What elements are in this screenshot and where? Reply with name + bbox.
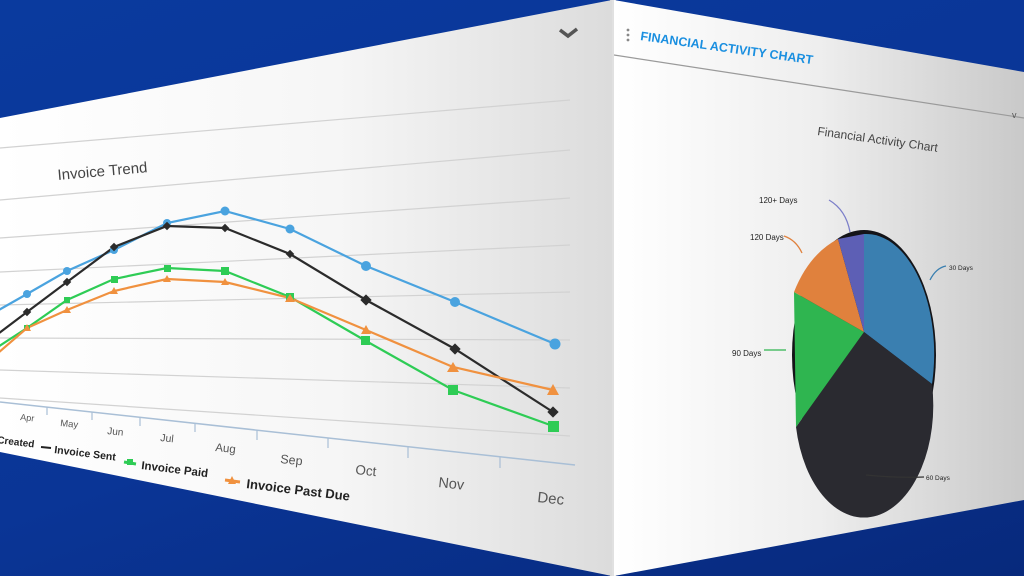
financial-activity-chart: FINANCIAL ACTIVITY CHART v Financial Act… bbox=[614, 28, 1024, 518]
svg-text:Aug: Aug bbox=[215, 442, 237, 456]
chart-title: Invoice Trend bbox=[57, 159, 148, 184]
slice-120-days bbox=[794, 239, 864, 332]
slice-60-days bbox=[796, 332, 934, 518]
svg-text:120+ Days: 120+ Days bbox=[759, 196, 797, 205]
svg-text:120 Days: 120 Days bbox=[750, 233, 784, 242]
svg-text:May: May bbox=[60, 418, 79, 431]
invoice-trend-widget: Apr May Jun Jul Aug Sep Oct Nov Dec Invo… bbox=[0, 0, 612, 576]
chart-title: Financial Activity Chart bbox=[817, 124, 940, 155]
widget-header-title: FINANCIAL ACTIVITY CHART bbox=[640, 29, 815, 67]
slice-120-plus-days bbox=[838, 234, 864, 332]
pie-labels: 120+ Days 120 Days 30 Days 90 Days 60 Da… bbox=[732, 196, 974, 482]
svg-text:Created: Created bbox=[0, 435, 35, 450]
svg-text:90 Days: 90 Days bbox=[732, 349, 761, 358]
header-divider bbox=[614, 54, 1024, 119]
svg-text:Apr: Apr bbox=[20, 412, 35, 423]
svg-text:Jul: Jul bbox=[160, 432, 175, 445]
svg-text:Dec: Dec bbox=[537, 489, 566, 509]
svg-text:60 Days: 60 Days bbox=[926, 475, 951, 482]
svg-text:Jun: Jun bbox=[107, 426, 124, 439]
pie-slices bbox=[794, 233, 935, 518]
chevron-down-icon[interactable] bbox=[558, 27, 579, 39]
series-invoice-created bbox=[0, 209, 556, 346]
series-invoice-paid bbox=[0, 266, 554, 428]
slice-30-days bbox=[864, 233, 935, 384]
slice-90-days bbox=[794, 292, 864, 427]
chevron-down-icon[interactable]: v bbox=[1012, 110, 1017, 120]
financial-activity-widget: FINANCIAL ACTIVITY CHART v Financial Act… bbox=[614, 0, 1024, 576]
x-axis-labels: Apr May Jun Jul Aug Sep Oct Nov Dec bbox=[20, 412, 566, 509]
svg-text:Oct: Oct bbox=[355, 462, 378, 479]
legend: Created Invoice Sent Invoice Paid Invoic… bbox=[0, 435, 351, 504]
svg-text:Nov: Nov bbox=[438, 475, 466, 494]
vertical-dots-icon[interactable] bbox=[626, 28, 630, 42]
series-invoice-past-due bbox=[0, 277, 554, 392]
x-axis bbox=[0, 401, 576, 466]
svg-text:Sep: Sep bbox=[280, 452, 304, 468]
svg-text:Invoice Sent: Invoice Sent bbox=[54, 444, 117, 464]
panel-divider bbox=[610, 0, 616, 576]
series-invoice-sent bbox=[0, 224, 554, 413]
svg-text:Invoice Past Due: Invoice Past Due bbox=[246, 476, 351, 504]
svg-text:Invoice Paid: Invoice Paid bbox=[141, 460, 209, 480]
svg-text:30 Days: 30 Days bbox=[949, 265, 974, 272]
gridlines bbox=[0, 99, 571, 437]
invoice-trend-chart: Apr May Jun Jul Aug Sep Oct Nov Dec Invo… bbox=[0, 27, 579, 509]
